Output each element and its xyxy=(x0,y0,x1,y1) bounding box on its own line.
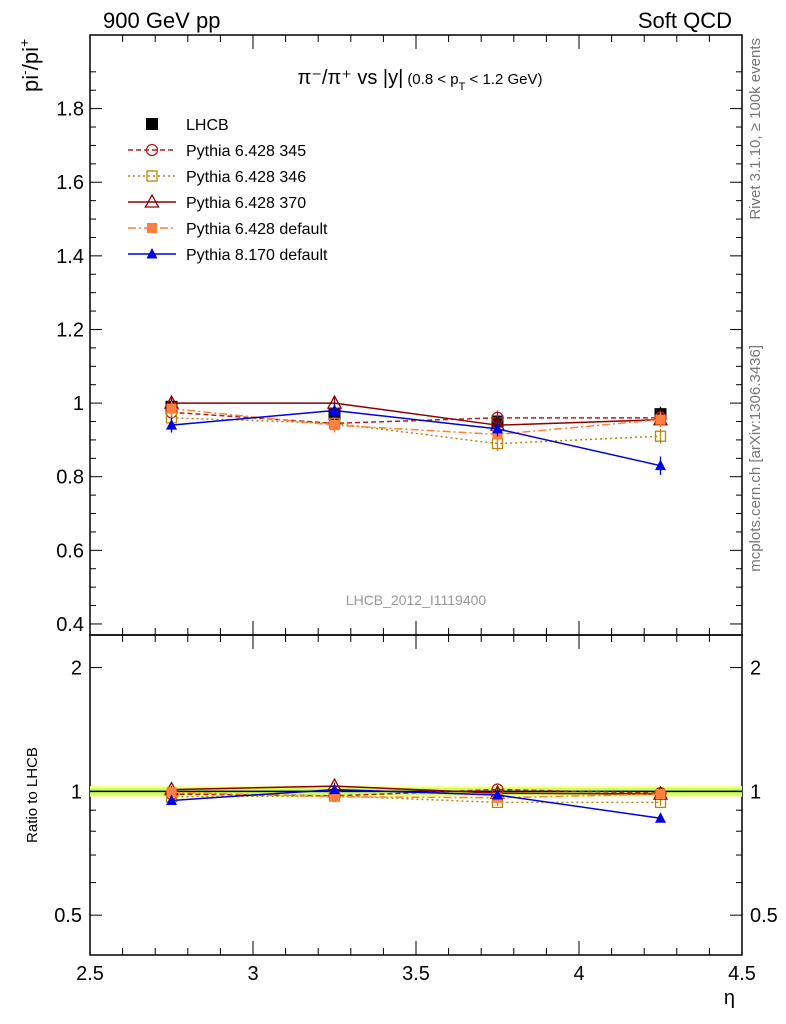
main-ytick-label: 1 xyxy=(73,393,84,415)
ratio-series-line xyxy=(171,795,661,804)
ratio-ytick-label-right: 0.5 xyxy=(750,905,778,927)
ratio-ytick-label-right: 2 xyxy=(750,658,761,680)
legend-marker xyxy=(147,223,157,233)
main-series xyxy=(165,410,667,451)
data-point xyxy=(329,420,340,431)
main-ylabel-sup2: + xyxy=(16,39,32,47)
data-point xyxy=(655,414,666,425)
mcplots-credit: mcplots.cern.ch [arXiv:1306.3436] xyxy=(747,345,764,572)
ratio-ytick-label: 1 xyxy=(71,781,82,803)
main-ytick-label: 0.8 xyxy=(56,467,84,489)
ratio-data-point xyxy=(492,788,503,800)
ratio-data-point xyxy=(166,787,177,798)
ratio-xtick-label: 2.5 xyxy=(76,963,104,985)
main-ytick-label: 1.6 xyxy=(56,172,84,194)
data-point xyxy=(655,459,666,471)
ratio-xtick-label: 4 xyxy=(573,963,584,985)
legend: LHCB Pythia 6.428 345 Pythia 6.428 346 Pyth… xyxy=(128,117,328,264)
ratio-xtick-label: 4.5 xyxy=(728,963,756,985)
series-line xyxy=(171,409,661,467)
legend-marker xyxy=(146,118,158,130)
main-title-cut-end: < 1.2 GeV) xyxy=(465,71,542,88)
series-line xyxy=(171,402,661,426)
main-title-cut-sub: T xyxy=(459,81,466,93)
ratio-ytick-label: 2 xyxy=(71,658,82,680)
ratio-series-line xyxy=(171,788,661,820)
main-ytick-label: 0.6 xyxy=(56,540,84,562)
legend-label: Pythia 8.170 default xyxy=(186,247,328,264)
main-series xyxy=(163,394,669,433)
legend-label: LHCB xyxy=(186,117,229,134)
main-title-text: π⁻/π⁺ vs |y| xyxy=(298,67,404,89)
ratio-data-point xyxy=(329,783,340,795)
header-left: 900 GeV pp xyxy=(103,8,220,33)
legend-marker xyxy=(146,248,158,259)
data-point xyxy=(166,419,177,430)
ratio-plot: 0.5 0.5 1 1 2 2 2.5 3 3.5 4 4.5 xyxy=(54,634,778,985)
legend-label: Pythia 6.428 345 xyxy=(186,143,306,160)
ratio-xtick-label: 3 xyxy=(247,963,258,985)
ratio-series-line xyxy=(171,785,661,795)
legend-label: Pythia 6.428 346 xyxy=(186,169,306,186)
legend-label: Pythia 6.428 default xyxy=(186,221,328,238)
ratio-data-point xyxy=(166,794,177,806)
main-ylabel: pi-/pi+ xyxy=(16,39,43,92)
main-ylabel-sup1: - xyxy=(16,70,32,75)
ratio-ylabel: Ratio to LHCB xyxy=(24,747,41,843)
ratio-ytick-label-right: 1 xyxy=(750,781,761,803)
ratio-xtick-label: 3.5 xyxy=(402,963,430,985)
legend-marker xyxy=(145,143,159,157)
main-title-cut: (0.8 < p xyxy=(407,71,458,88)
analysis-watermark: LHCB_2012_I1119400 xyxy=(346,592,487,608)
main-plot: 0.4 0.6 0.8 1 1.2 1.4 1.6 1.8 xyxy=(56,34,743,636)
legend-label: Pythia 6.428 370 xyxy=(186,195,306,212)
main-ytick-label: 1.2 xyxy=(56,319,84,341)
legend-marker xyxy=(144,193,160,208)
rivet-credit: Rivet 3.1.10, ≥ 100k events xyxy=(747,38,764,220)
main-series xyxy=(166,403,666,475)
main-ylabel-part2: /pi xyxy=(18,47,43,70)
ratio-data-point xyxy=(329,791,340,802)
data-point xyxy=(166,403,177,414)
main-ytick-label: 1.8 xyxy=(56,99,84,121)
series-line xyxy=(171,417,661,445)
data-point xyxy=(492,422,503,434)
ratio-data-point xyxy=(655,789,666,800)
header-right: Soft QCD xyxy=(638,8,732,33)
ratio-ytick-label: 0.5 xyxy=(54,905,82,927)
main-ylabel-part: pi xyxy=(18,75,43,92)
data-point xyxy=(329,404,340,415)
main-ytick-label: 1.4 xyxy=(56,246,84,268)
data-point xyxy=(654,430,667,442)
main-title: π⁻/π⁺ vs |y| (0.8 < pT < 1.2 GeV) xyxy=(298,67,543,93)
series-line xyxy=(171,407,661,436)
main-ytick-label: 0.4 xyxy=(56,614,84,636)
legend-marker xyxy=(146,170,158,182)
ratio-xlabel: η xyxy=(724,987,735,1009)
ratio-series xyxy=(166,783,666,823)
ratio-data-point xyxy=(655,812,666,823)
main-series xyxy=(165,404,667,431)
